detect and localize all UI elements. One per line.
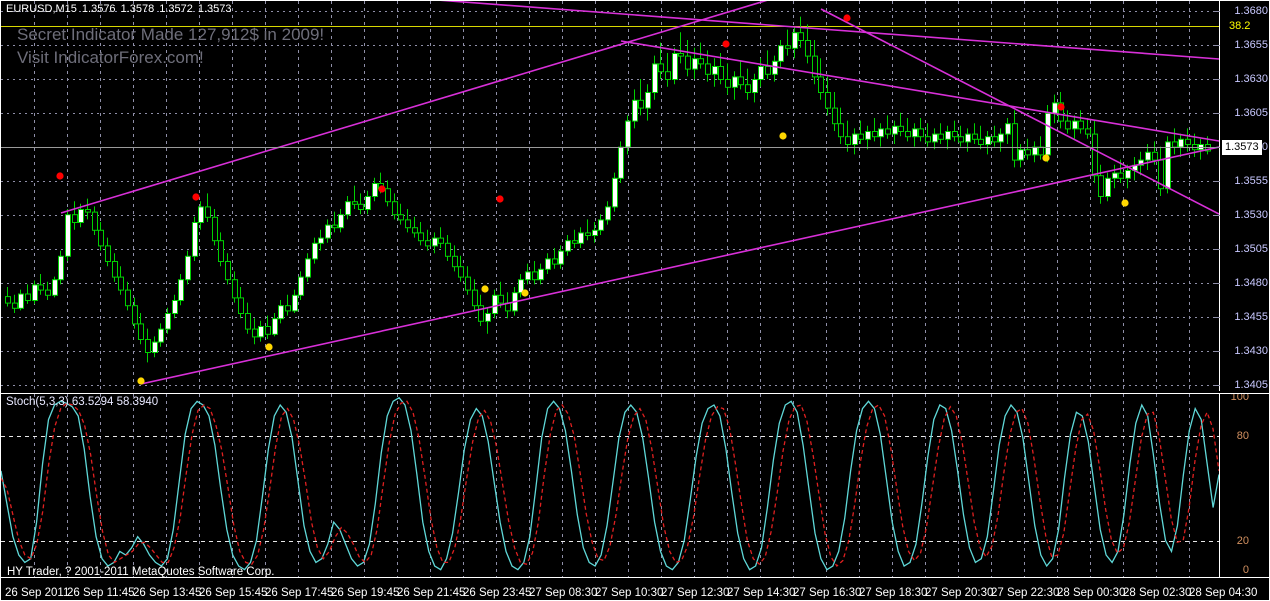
price-axis-label: 1.3655 — [1234, 39, 1268, 51]
stochastic-pane[interactable]: 100 80 20 0 Stoch(5,3,3) 63.5294 58.3940 — [1, 393, 1269, 578]
price-axis-label: 1.3605 — [1234, 107, 1268, 119]
price-axis-label: 1.3505 — [1234, 243, 1268, 255]
time-axis-label: 27 Sep 18:30 — [859, 587, 928, 599]
price-plot-area[interactable] — [1, 1, 1219, 391]
price-axis-label: 1.3455 — [1234, 311, 1268, 323]
time-axis-label: 27 Sep 20:30 — [925, 587, 994, 599]
time-axis-label: 26 Sep 2011 — [5, 587, 70, 599]
stochastic-lines-layer — [1, 396, 1219, 571]
price-axis-tick — [1214, 317, 1220, 318]
price-axis-tick — [1214, 181, 1220, 182]
price-axis-tick — [1214, 351, 1220, 352]
time-axis-label: 28 Sep 04:30 — [1189, 587, 1258, 599]
current-price-tag: 1.3573 — [1222, 140, 1262, 155]
fib-level-label: 38.2 — [1229, 20, 1251, 32]
time-axis-label: 26 Sep 21:45 — [397, 587, 466, 599]
stochastic-axis-label: 20 — [1236, 535, 1249, 547]
stochastic-grid — [1, 394, 1219, 577]
stochastic-axis-label: 100 — [1230, 393, 1249, 403]
price-scale-separator — [1219, 1, 1220, 391]
quote-close: 1.3573 — [197, 3, 232, 15]
price-axis-tick — [1214, 283, 1220, 284]
stochastic-plot-area[interactable] — [1, 394, 1219, 577]
price-axis-tick — [1214, 79, 1220, 80]
price-axis-tick — [1214, 45, 1220, 46]
copyright-text: HY Trader, ? 2001-2011 MetaQuotes Softwa… — [7, 566, 275, 578]
time-axis-label: 27 Sep 16:30 — [793, 587, 862, 599]
price-axis-label: 1.3405 — [1234, 379, 1268, 391]
price-axis-tick — [1214, 215, 1220, 216]
stochastic-title: Stoch(5,3,3) 63.5294 58.3940 — [6, 396, 159, 408]
price-axis-label: 1.3530 — [1234, 209, 1268, 221]
price-axis-tick — [1214, 113, 1220, 114]
stochastic-axis-label: 80 — [1236, 430, 1249, 442]
price-grid — [1, 1, 1219, 391]
quote-open: 1.3576 — [81, 3, 116, 15]
time-axis-label: 28 Sep 00:30 — [1057, 587, 1126, 599]
time-axis-label: 27 Sep 10:30 — [595, 587, 664, 599]
price-axis-tick — [1214, 249, 1220, 250]
time-axis-label: 27 Sep 12:30 — [661, 587, 730, 599]
price-axis-label: 1.3480 — [1234, 277, 1268, 289]
stochastic-axis-label: 0 — [1242, 564, 1249, 576]
price-axis-label: 1.3555 — [1234, 175, 1268, 187]
price-drawings-layer — [1, 1, 1219, 385]
quote-high: 1.3578 — [120, 3, 155, 15]
symbol-label: EURUSD,M15 — [6, 3, 77, 15]
quote-low: 1.3572 — [159, 3, 193, 15]
time-axis-label: 26 Sep 19:45 — [331, 587, 400, 599]
time-axis: 26 Sep 2011 26 Sep 11:45 26 Sep 13:45 26 Se… — [1, 582, 1269, 600]
time-axis-label: 26 Sep 23:45 — [463, 587, 532, 599]
time-axis-label: 27 Sep 08:30 — [529, 587, 598, 599]
time-axis-label: 27 Sep 22:30 — [991, 587, 1060, 599]
price-pane[interactable]: 1.36801.36551.36301.36051.35801.35551.35… — [1, 1, 1269, 391]
price-axis-label: 1.3680 — [1234, 5, 1268, 17]
indicator-scale-separator — [1219, 394, 1220, 577]
price-axis-tick — [1214, 147, 1220, 148]
time-axis-label: 27 Sep 14:30 — [727, 587, 796, 599]
time-axis-label: 26 Sep 11:45 — [67, 587, 135, 599]
price-axis-tick — [1214, 11, 1220, 12]
time-axis-label: 26 Sep 17:45 — [265, 587, 334, 599]
price-axis-label: 1.3430 — [1234, 345, 1268, 357]
time-axis-label: 26 Sep 15:45 — [199, 587, 268, 599]
symbol-quote-line: EURUSD,M15 1.3576 1.3578 1.3572 1.3573 — [6, 3, 237, 15]
time-axis-label: 28 Sep 02:30 — [1123, 587, 1192, 599]
time-axis-label: 26 Sep 13:45 — [133, 587, 202, 599]
price-axis-tick — [1214, 385, 1220, 386]
price-axis-label: 1.3630 — [1234, 73, 1268, 85]
